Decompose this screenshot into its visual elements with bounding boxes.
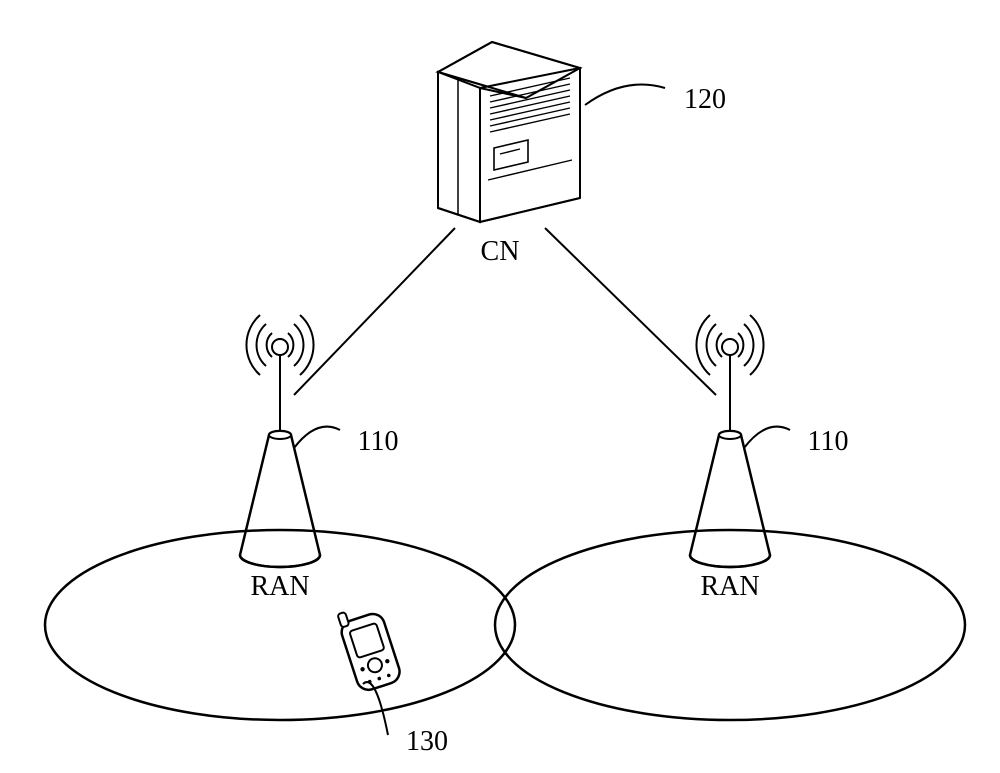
ue-num: 130 bbox=[406, 726, 448, 757]
ran-left-label: RAN bbox=[250, 571, 309, 602]
link-cn-ranright bbox=[545, 228, 716, 395]
ran-left-leader bbox=[294, 427, 340, 448]
ran-right-label: RAN bbox=[700, 571, 759, 602]
cn-server bbox=[438, 42, 580, 222]
ran-right-leader bbox=[744, 427, 790, 448]
cn-label: CN bbox=[481, 236, 520, 267]
ue-device bbox=[335, 601, 402, 693]
cn-leader bbox=[585, 84, 665, 105]
ran-right-num: 110 bbox=[808, 426, 849, 457]
ran-left-num: 110 bbox=[358, 426, 399, 457]
cn-num: 120 bbox=[684, 84, 726, 115]
link-cn-ranleft bbox=[294, 228, 455, 395]
